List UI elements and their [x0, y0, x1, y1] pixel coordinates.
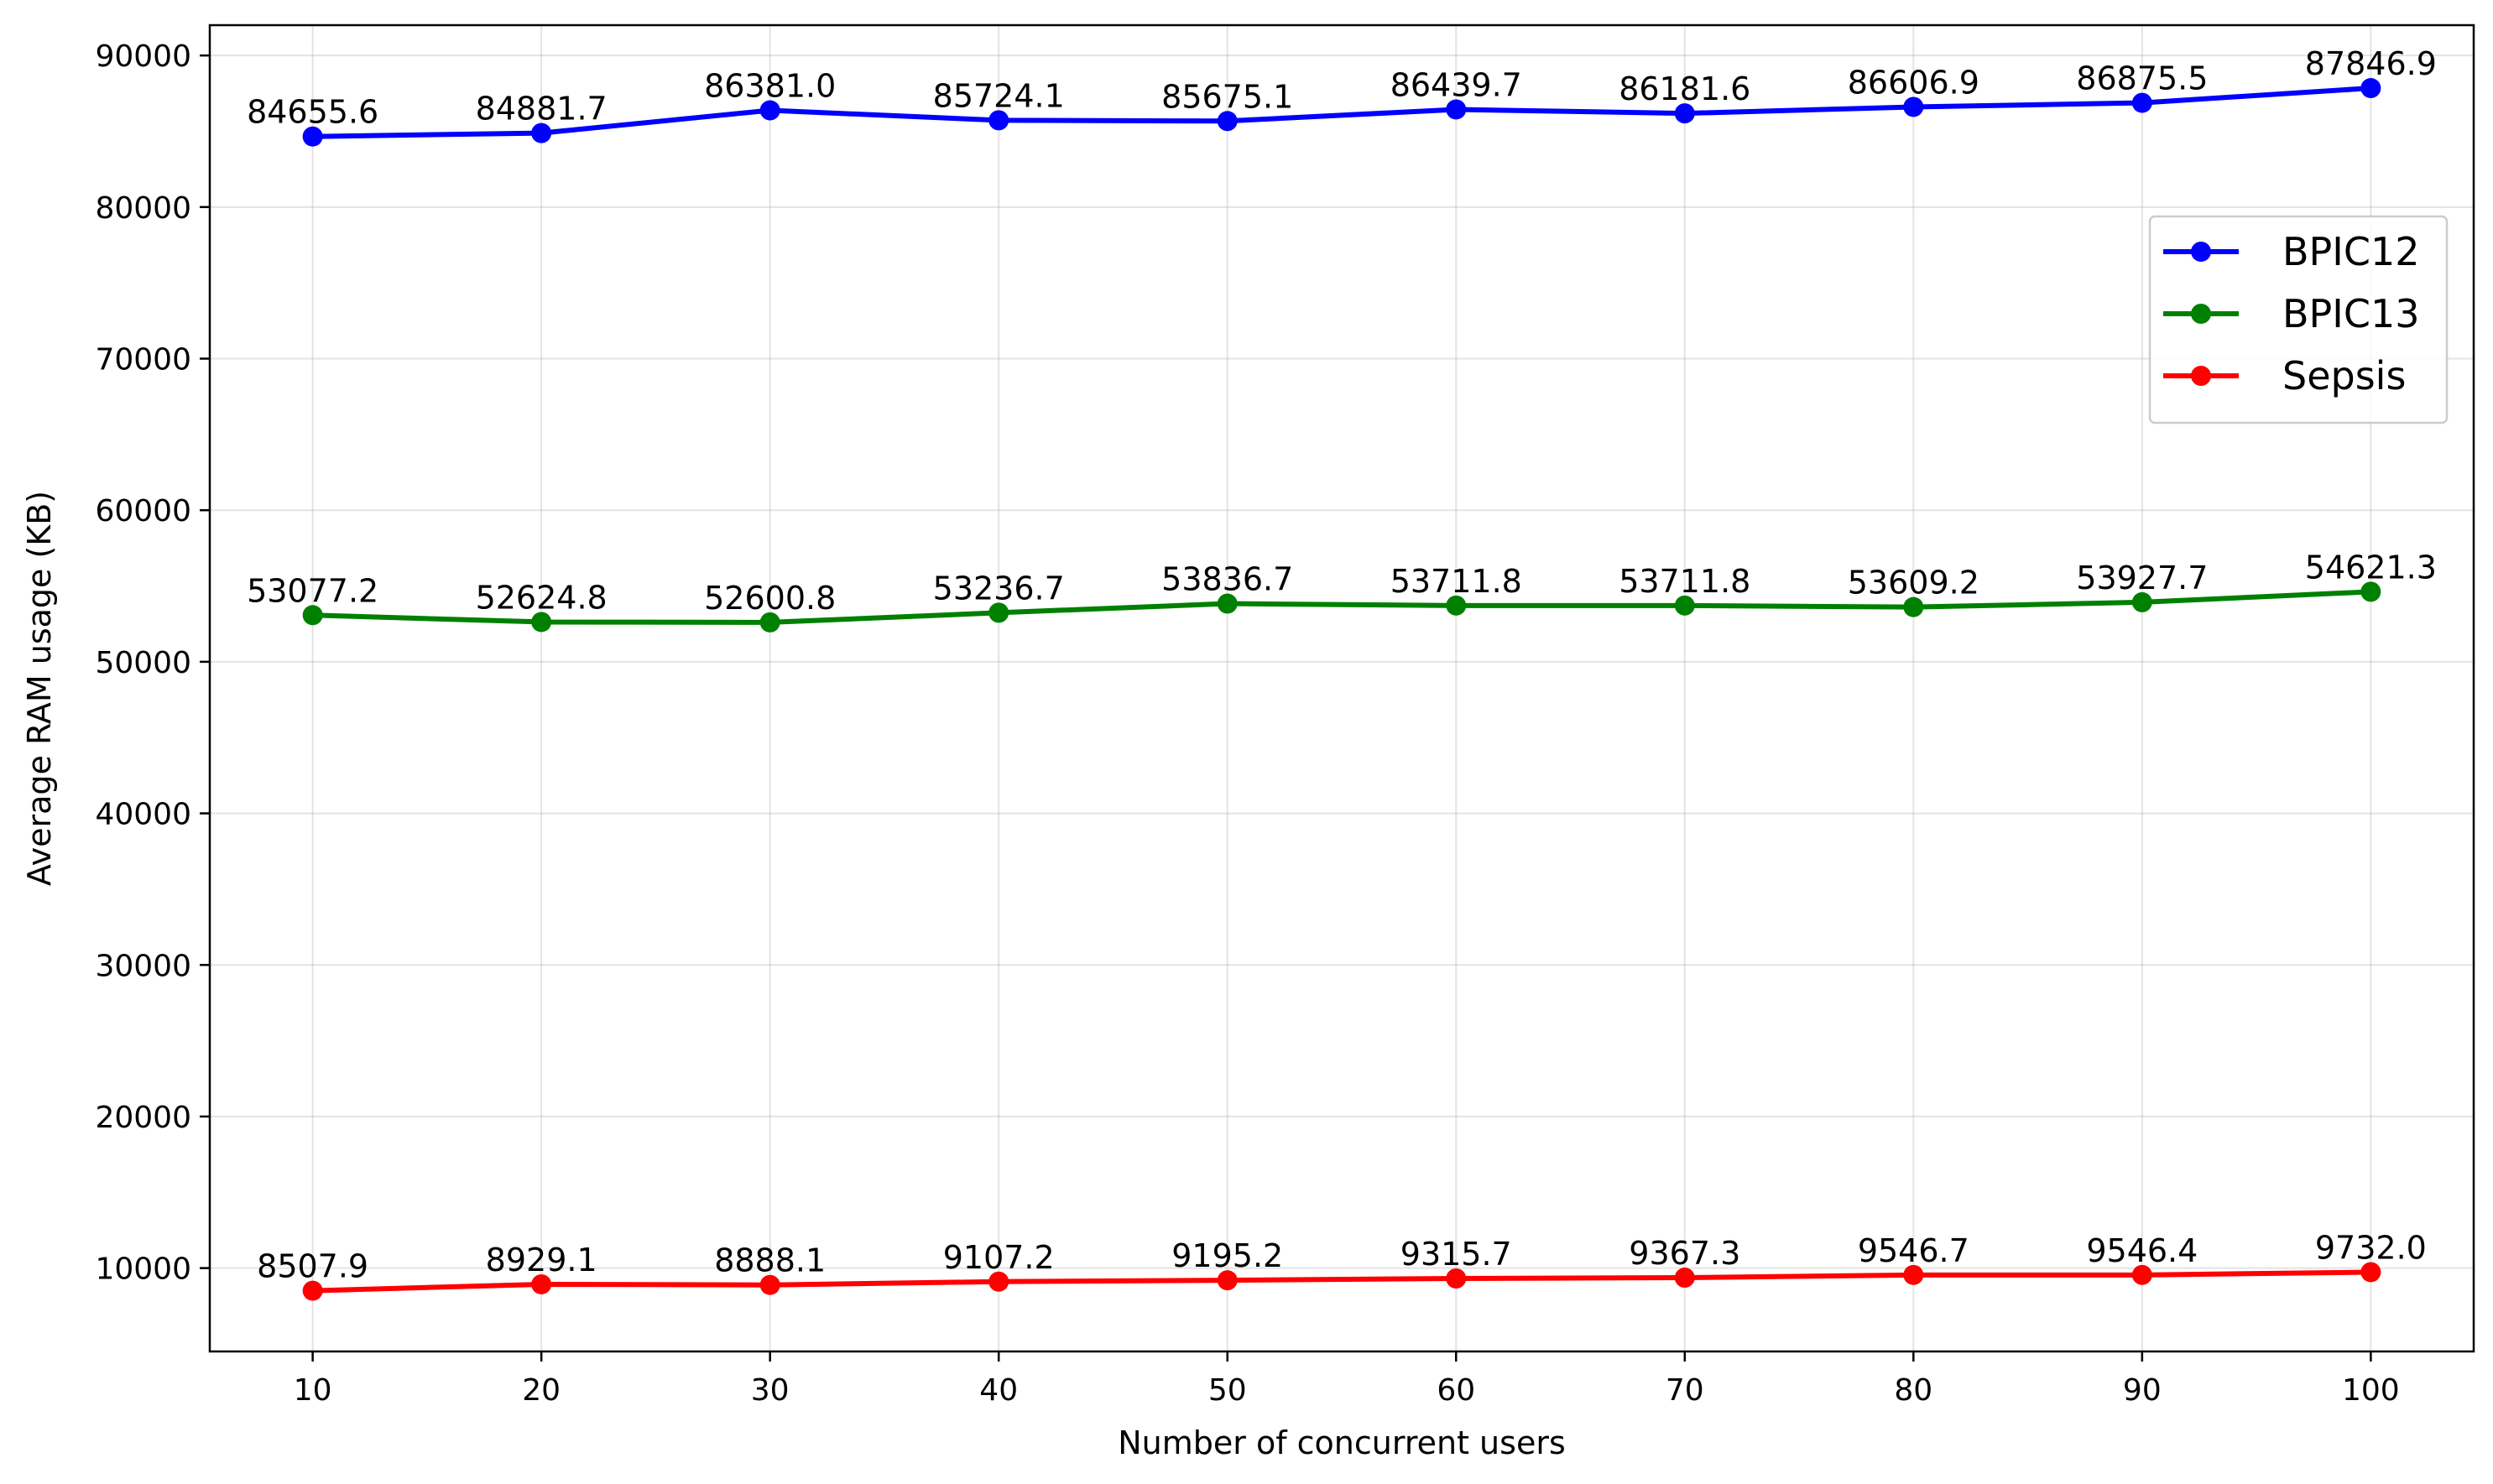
data-point-bpic12 [1903, 96, 1924, 117]
data-point-sepsis [2360, 1262, 2381, 1283]
data-point-sepsis [531, 1273, 552, 1294]
data-point-bpic12 [1446, 99, 1467, 120]
data-point-bpic13 [2131, 591, 2152, 612]
x-tick-label: 20 [522, 1373, 561, 1408]
data-label-layer: 84655.6 84881.7 86381.0 85724.1 85675.1 86439… [247, 45, 2437, 1285]
data-label-sepsis: 8507.9 [257, 1248, 368, 1285]
data-label-sepsis: 8929.1 [486, 1242, 597, 1278]
legend-frame [2148, 215, 2449, 424]
data-label-sepsis: 9732.0 [2315, 1229, 2427, 1266]
series-line-bpic13 [310, 589, 2374, 625]
data-point-bpic13 [302, 605, 323, 626]
data-label-bpic13: 53077.2 [247, 572, 378, 609]
legend-label-bpic12: BPIC12 [2282, 229, 2420, 274]
data-label-bpic13: 53236.7 [933, 570, 1065, 607]
legend: BPIC12 BPIC13 Sepsis [2148, 215, 2449, 424]
data-label-bpic13: 53609.2 [1848, 565, 1979, 601]
x-tick-label: 80 [1894, 1373, 1932, 1408]
data-point-bpic12 [302, 126, 323, 147]
x-tick-label: 60 [1437, 1373, 1475, 1408]
data-label-sepsis: 9367.3 [1629, 1235, 1740, 1272]
data-point-bpic12 [531, 122, 552, 143]
y-tick-label: 10000 [95, 1252, 191, 1287]
data-label-sepsis: 8888.1 [714, 1242, 826, 1279]
y-tick-label: 40000 [95, 798, 191, 832]
legend-marker-sepsis [2191, 366, 2211, 386]
data-label-bpic12: 84881.7 [476, 91, 608, 128]
series-line-sepsis [310, 1269, 2374, 1294]
data-point-sepsis [302, 1280, 323, 1301]
x-tick-label: 30 [751, 1373, 790, 1408]
data-label-bpic13: 52624.8 [476, 579, 608, 616]
x-tick-label: 70 [1666, 1373, 1704, 1408]
data-point-bpic12 [759, 100, 780, 121]
legend-label-sepsis: Sepsis [2282, 353, 2406, 398]
data-label-bpic13: 53711.8 [1619, 563, 1750, 600]
y-tick-label: 60000 [95, 494, 191, 529]
data-label-sepsis: 9195.2 [1171, 1237, 1283, 1274]
data-label-bpic13: 53711.8 [1390, 563, 1522, 600]
data-label-bpic12: 86181.6 [1619, 70, 1750, 107]
data-point-sepsis [988, 1271, 1009, 1292]
data-label-sepsis: 9315.7 [1400, 1236, 1512, 1273]
y-tick-label: 90000 [95, 39, 191, 74]
legend-label-bpic13: BPIC13 [2282, 291, 2420, 336]
x-tick-label: 100 [2342, 1373, 2400, 1408]
data-point-bpic13 [759, 612, 780, 633]
data-label-bpic13: 52600.8 [704, 580, 836, 617]
y-tick-label: 70000 [95, 343, 191, 378]
data-label-bpic12: 86875.5 [2076, 60, 2208, 97]
data-point-bpic12 [2360, 78, 2381, 99]
data-point-bpic12 [1674, 103, 1695, 124]
series-layer [302, 78, 2381, 1301]
data-point-bpic12 [988, 110, 1009, 131]
y-axis-title: Average RAM usage (KB) [21, 491, 58, 886]
data-label-bpic12: 86439.7 [1390, 66, 1522, 103]
x-tick-label: 10 [294, 1373, 332, 1408]
data-label-bpic12: 86381.0 [704, 68, 836, 105]
data-label-sepsis: 9546.7 [1858, 1232, 1969, 1269]
data-label-sepsis: 9107.2 [943, 1239, 1055, 1276]
data-label-sepsis: 9546.4 [2086, 1232, 2198, 1269]
data-point-bpic13 [1446, 595, 1467, 616]
data-point-bpic13 [531, 612, 552, 633]
data-point-sepsis [1446, 1268, 1467, 1289]
y-tick-label: 30000 [95, 949, 191, 983]
data-label-bpic12: 85675.1 [1161, 78, 1293, 115]
tick-layer: 10 20 30 40 50 60 70 80 90 100 10000 20000 30000 4000… [95, 39, 2399, 1408]
data-label-bpic12: 84655.6 [247, 94, 378, 131]
y-tick-label: 20000 [95, 1101, 191, 1135]
data-label-bpic12: 86606.9 [1848, 64, 1979, 101]
x-axis-title: Number of concurrent users [1118, 1424, 1566, 1461]
data-label-bpic13: 54621.3 [2305, 549, 2437, 586]
data-point-sepsis [759, 1274, 780, 1295]
series-line-bpic12 [310, 86, 2374, 139]
legend-marker-bpic12 [2191, 242, 2211, 262]
x-tick-label: 50 [1208, 1373, 1247, 1408]
data-label-bpic12: 87846.9 [2305, 45, 2437, 82]
data-point-bpic13 [1217, 593, 1238, 614]
data-point-bpic13 [2360, 581, 2381, 602]
y-tick-label: 80000 [95, 191, 191, 226]
data-point-bpic13 [1903, 596, 1924, 617]
data-label-bpic13: 53927.7 [2076, 560, 2208, 596]
data-point-sepsis [1217, 1270, 1238, 1291]
data-point-sepsis [1674, 1268, 1695, 1289]
data-label-bpic13: 53836.7 [1161, 561, 1293, 598]
y-tick-label: 50000 [95, 646, 191, 680]
grid-lines [210, 25, 2474, 1351]
data-label-bpic12: 85724.1 [933, 77, 1065, 114]
data-point-bpic12 [2131, 92, 2152, 113]
data-point-sepsis [1903, 1264, 1924, 1285]
plot-area-frame [208, 23, 2475, 1353]
data-point-bpic13 [1674, 595, 1695, 616]
data-point-bpic13 [988, 602, 1009, 623]
legend-marker-bpic13 [2191, 304, 2211, 324]
x-tick-label: 40 [979, 1373, 1018, 1408]
data-point-sepsis [2131, 1264, 2152, 1285]
data-point-bpic12 [1217, 111, 1238, 132]
x-tick-label: 90 [2123, 1373, 2162, 1408]
